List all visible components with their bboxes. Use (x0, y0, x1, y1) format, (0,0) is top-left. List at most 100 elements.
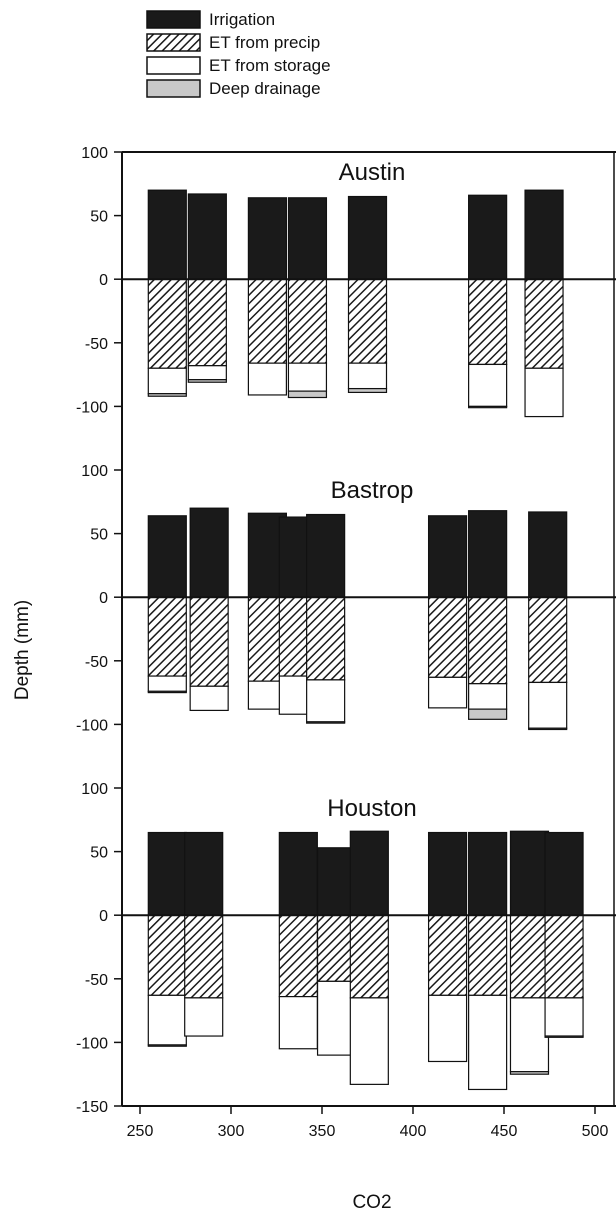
bar-houston-441 (468, 831, 508, 1091)
panel-bastrop: 100 50 0 -50 -100 Bastrop (76, 463, 616, 734)
bar-segment-irrigation (306, 513, 346, 598)
bar-houston-376 (349, 830, 389, 1085)
bar-segment-irrigation (189, 507, 229, 598)
bar-segment-et-storage (544, 997, 584, 1037)
bar-segment-deep-drainage (147, 393, 187, 397)
bar-bastrop-419 (427, 515, 468, 709)
bar-houston-358 (316, 847, 357, 1056)
x-tick-label: 450 (491, 1123, 518, 1140)
bar-bastrop-352 (306, 513, 346, 724)
bar-segment-et-storage (509, 997, 550, 1073)
bar-austin-472 (524, 189, 564, 418)
bar-segment-et-precip (189, 596, 229, 687)
x-tick-label: 400 (400, 1123, 427, 1140)
bar-segment-deep-drainage (287, 390, 328, 399)
legend-label-deep_drainage: Deep drainage (209, 79, 321, 98)
bar-segment-et-precip (528, 596, 568, 684)
y-tick-label: -50 (85, 972, 108, 989)
y-tick-label: 0 (99, 908, 108, 925)
legend-swatch-et_storage (146, 56, 201, 75)
bar-segment-et-precip (509, 914, 550, 999)
panel-houston: 100 50 0 -50 -100 -150 Houston (76, 781, 616, 1116)
bar-segment-et-storage (306, 679, 346, 723)
bar-segment-et-precip (187, 278, 227, 367)
bar-austin-320 (247, 197, 287, 396)
bar-segment-deep-drainage (306, 721, 346, 724)
y-tick-label: 50 (90, 209, 108, 226)
y-tick-label: 100 (81, 463, 108, 480)
bar-segment-et-storage (147, 675, 187, 692)
bar-segment-deep-drainage (187, 379, 227, 383)
bar-segment-et-precip (468, 596, 508, 685)
bar-segment-irrigation (427, 515, 468, 598)
legend-label-et_precip: ET from precip (209, 33, 320, 52)
bar-segment-deep-drainage (544, 1035, 584, 1038)
bar-segment-irrigation (147, 515, 187, 598)
bar-segment-et-precip (147, 914, 187, 996)
bar-segment-irrigation (468, 510, 508, 598)
bar-segment-irrigation (147, 189, 187, 280)
y-tick-label: 50 (90, 845, 108, 862)
panel-austin: 100 50 0 -50 -100 Austin (76, 145, 616, 418)
bar-segment-irrigation (349, 830, 389, 916)
x-tick-label: 250 (127, 1123, 154, 1140)
x-axis: 250 300 350 400 450 500 (122, 1105, 616, 1140)
y-tick-label: -150 (76, 1099, 108, 1116)
bar-houston-464 (509, 830, 550, 1075)
bar-segment-irrigation (247, 197, 287, 280)
bar-segment-et-precip (287, 278, 328, 364)
bar-segment-et-storage (278, 996, 318, 1050)
bar-segment-et-storage (287, 362, 328, 392)
x-tick-label: 500 (582, 1123, 609, 1140)
bar-houston-337 (278, 831, 318, 1050)
bar-segment-irrigation (468, 194, 508, 280)
x-axis-label: CO2 (352, 1192, 391, 1213)
bar-segment-irrigation (187, 193, 227, 280)
bar-segment-et-precip (247, 278, 287, 364)
bar-houston-285 (184, 831, 224, 1037)
bar-houston-483 (544, 831, 584, 1038)
bar-segment-et-storage (528, 681, 568, 729)
bar-segment-deep-drainage (509, 1071, 550, 1075)
bar-segment-et-storage (427, 676, 468, 709)
bar-segment-et-precip (278, 914, 318, 998)
bar-austin-375 (347, 195, 388, 394)
bar-segment-deep-drainage (528, 727, 568, 731)
bar-segment-deep-drainage (347, 387, 388, 394)
bar-segment-et-storage (247, 362, 287, 396)
bar-segment-irrigation (468, 831, 508, 916)
bar-bastrop-288 (189, 507, 229, 712)
bar-segment-irrigation (524, 189, 564, 280)
y-tick-label: -100 (76, 717, 108, 734)
bar-segment-et-precip (349, 914, 389, 999)
bar-segment-irrigation (347, 195, 388, 280)
bar-segment-et-storage (427, 994, 468, 1063)
y-tick-label: -100 (76, 1035, 108, 1052)
bar-segment-et-precip (184, 914, 224, 999)
bar-segment-deep-drainage (468, 405, 508, 409)
bar-houston-265 (147, 831, 187, 1047)
bar-segment-et-storage (147, 367, 187, 395)
y-tick-label: -50 (85, 336, 108, 353)
y-tick-label: 100 (81, 145, 108, 162)
y-tick-label: 0 (99, 590, 108, 607)
bar-segment-et-storage (184, 997, 224, 1037)
bar-segment-et-storage (349, 997, 389, 1085)
bar-bastrop-474 (528, 511, 568, 731)
legend-swatch-irrigation (146, 10, 201, 29)
x-tick-label: 350 (309, 1123, 336, 1140)
bar-segment-et-precip (147, 596, 187, 677)
bar-segment-irrigation (287, 197, 328, 280)
panel-title: Austin (339, 159, 406, 186)
bar-segment-deep-drainage (147, 1044, 187, 1047)
bar-austin-265 (147, 189, 187, 397)
legend-label-irrigation: Irrigation (209, 10, 275, 29)
bar-segment-irrigation (278, 831, 318, 916)
bar-segment-et-storage (468, 683, 508, 710)
bar-segment-et-storage (189, 685, 229, 712)
bar-segment-deep-drainage (468, 708, 508, 720)
panel-title: Houston (327, 795, 416, 822)
legend-swatch-deep_drainage (146, 79, 201, 98)
bar-segment-et-precip (468, 278, 508, 366)
